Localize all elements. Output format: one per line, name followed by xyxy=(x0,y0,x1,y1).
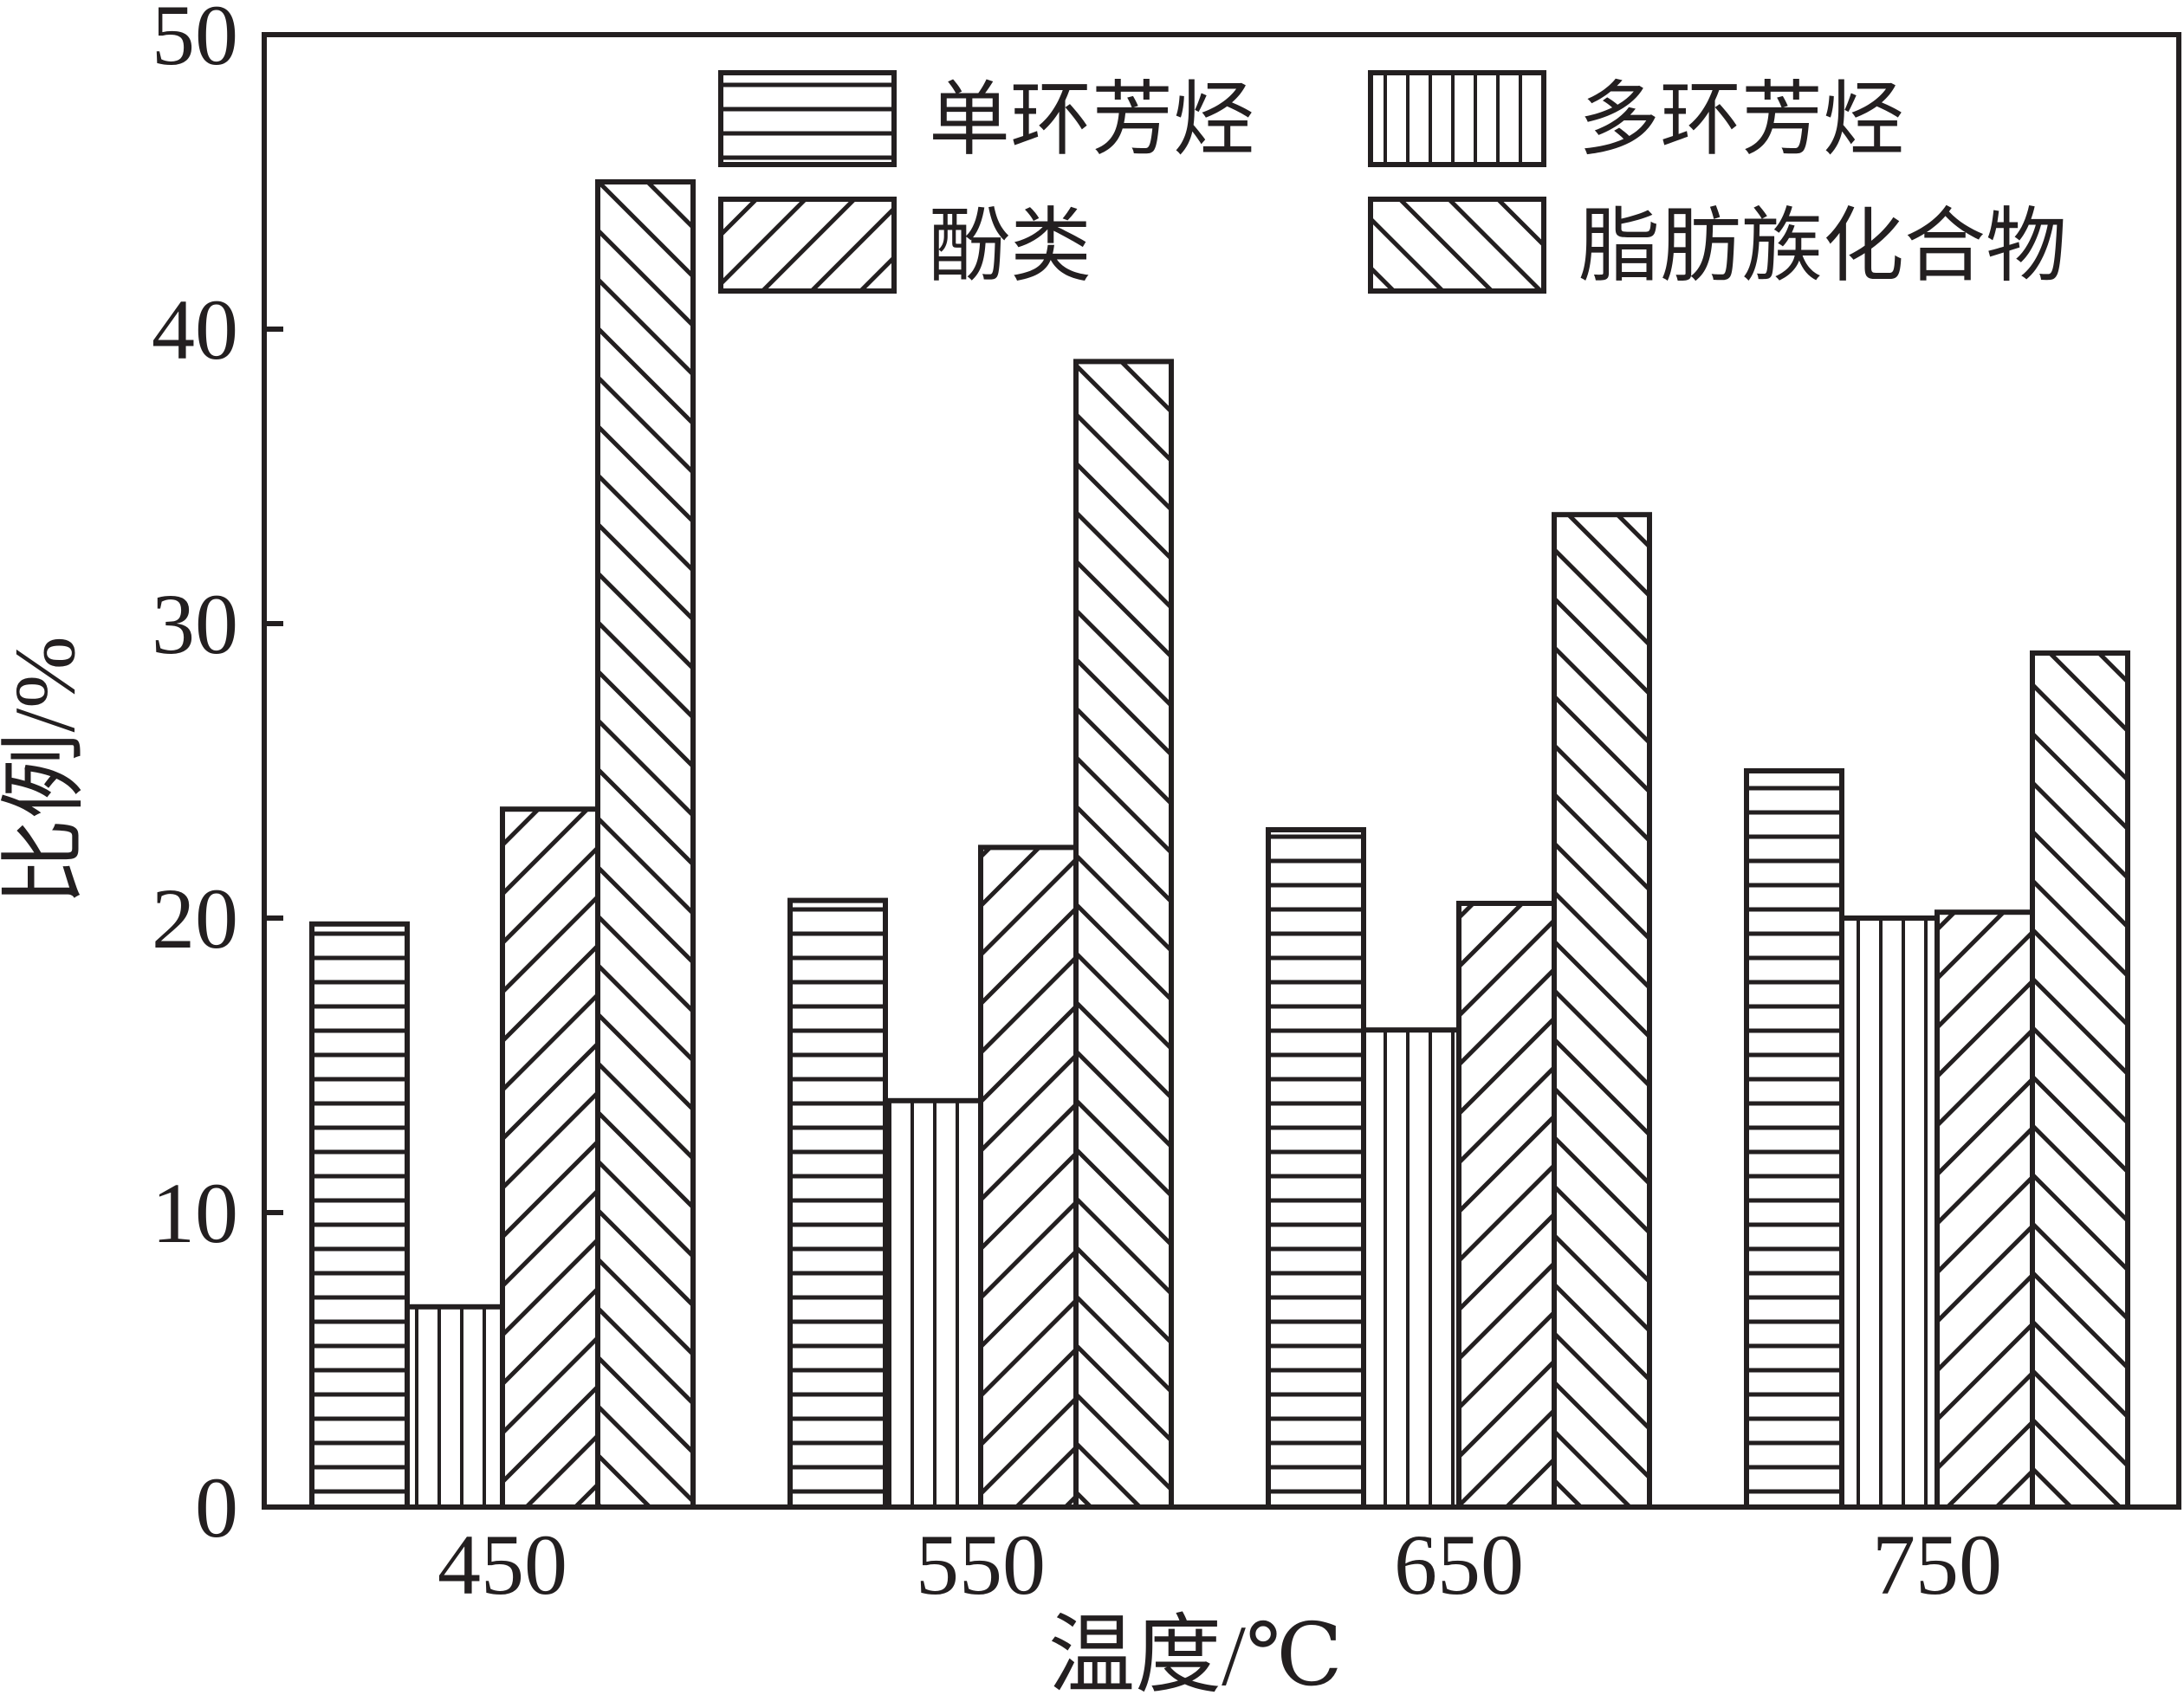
bar-550-series-1 xyxy=(787,897,888,1510)
y-tick-label: 30 xyxy=(152,576,238,672)
y-tick-label: 50 xyxy=(152,0,238,83)
bar-450-series-3 xyxy=(500,806,600,1510)
y-tick-label: 10 xyxy=(152,1165,238,1261)
y-axis-title: 比例/% xyxy=(0,636,93,905)
legend-label: 单环芳烃 xyxy=(929,75,1254,165)
bar-650-series-1 xyxy=(1266,827,1366,1510)
bar-750-series-3 xyxy=(1934,909,2035,1510)
bars-group xyxy=(309,179,2130,1511)
bar-750-series-4 xyxy=(2030,650,2130,1510)
legend-swatch xyxy=(718,70,897,167)
x-tick-label: 750 xyxy=(1872,1517,2002,1613)
y-tick-label: 20 xyxy=(152,870,238,967)
x-tick-label: 650 xyxy=(1394,1517,1524,1613)
legend-label: 多环芳烃 xyxy=(1578,75,1904,165)
bar-450-series-2 xyxy=(405,1304,505,1511)
legend-swatch xyxy=(718,197,897,294)
bar-650-series-2 xyxy=(1361,1027,1461,1510)
y-axis: 0 10 20 30 40 50 xyxy=(152,0,283,1556)
bar-650-series-3 xyxy=(1456,901,1557,1510)
bar-750-series-2 xyxy=(1839,915,1940,1510)
plot-frame xyxy=(262,32,2181,1510)
bar-750-series-1 xyxy=(1744,768,1844,1510)
y-tick-label: 40 xyxy=(152,281,238,378)
bar-450-series-4 xyxy=(595,179,696,1510)
legend-label: 脂肪族化合物 xyxy=(1578,202,2067,292)
bar-650-series-4 xyxy=(1552,512,1652,1511)
y-tick-label: 0 xyxy=(195,1459,238,1556)
x-axis-title: 温度/℃ xyxy=(1048,1608,1343,1704)
bar-450-series-1 xyxy=(309,921,410,1511)
x-tick-label: 450 xyxy=(437,1517,567,1613)
x-axis: 450 550 650 750 xyxy=(437,1517,2002,1613)
legend-swatch xyxy=(1368,197,1546,294)
bar-550-series-3 xyxy=(978,844,1079,1510)
bar-550-series-2 xyxy=(883,1097,983,1511)
legend-swatch xyxy=(1368,70,1546,167)
x-tick-label: 550 xyxy=(916,1517,1046,1613)
bar-550-series-4 xyxy=(1073,359,1174,1510)
legend-label: 酚类 xyxy=(929,202,1092,292)
